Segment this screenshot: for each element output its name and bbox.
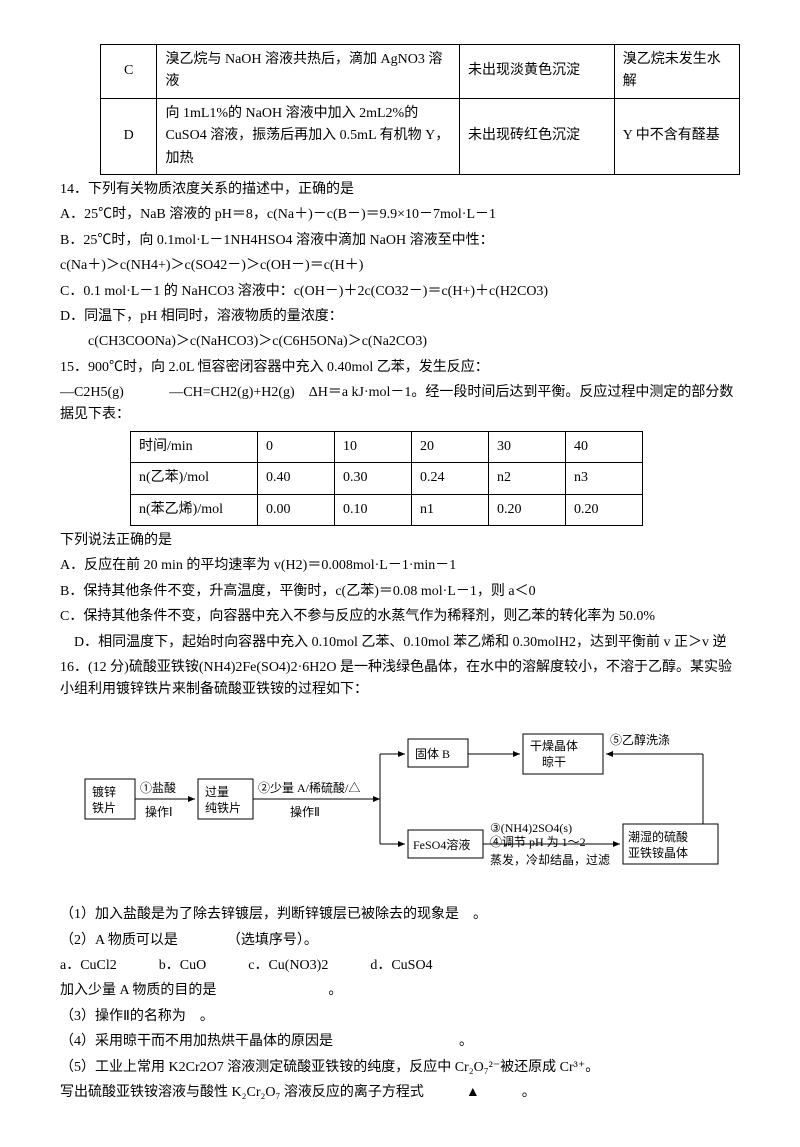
data-table: 时间/min 0 10 20 30 40 n(乙苯)/mol 0.40 0.30… — [130, 431, 643, 526]
box4: FeSO4溶液 — [413, 837, 470, 852]
opt-label: D — [101, 98, 157, 174]
cell: 0 — [258, 431, 335, 462]
q15-opt: D．相同温度下，起始时向容器中充入 0.10mol 乙苯、0.10mol 苯乙烯… — [60, 632, 740, 654]
q16-sub: （3）操作Ⅱ的名称为 。 — [60, 1006, 740, 1028]
q15-opt: A．反应在前 20 min 的平均速率为 v(H2)＝0.008mol·L－1·… — [60, 555, 740, 577]
cell: n(乙苯)/mol — [131, 463, 258, 494]
opt-label: C — [101, 45, 157, 99]
cell: 0.24 — [412, 463, 489, 494]
table-row: D 向 1mL1%的 NaOH 溶液中加入 2mL2%的 CuSO4 溶液，振荡… — [101, 98, 740, 174]
label-5: 蒸发，冷却结晶，过滤 — [490, 852, 610, 867]
cell: 0.10 — [335, 494, 412, 525]
opt-phenomenon: 未出现淡黄色沉淀 — [460, 45, 615, 99]
opt-operation: 向 1mL1%的 NaOH 溶液中加入 2mL2%的 CuSO4 溶液，振荡后再… — [157, 98, 460, 174]
cell: 0.20 — [566, 494, 643, 525]
q14-opt: C．0.1 mol·L－1 的 NaHCO3 溶液中：c(OH－)＋2c(CO3… — [60, 281, 740, 303]
box2-l1: 过量 — [205, 785, 229, 799]
box3: 固体 B — [415, 747, 450, 761]
table-row: C 溴乙烷与 NaOH 溶液共热后，滴加 AgNO3 溶液 未出现淡黄色沉淀 溴… — [101, 45, 740, 99]
label-2: ②少量 A/稀硫酸/△ — [258, 780, 360, 795]
q15-after: 下列说法正确的是 — [60, 530, 740, 552]
q15-opt: C．保持其他条件不变，向容器中充入不参与反应的水蒸气作为稀释剂，则乙苯的转化率为… — [60, 606, 740, 628]
q14-opt: c(Na＋)＞c(NH4+)＞c(SO42－)＞c(OH－)＝c(H＋) — [60, 255, 740, 277]
table-row: n(苯乙烯)/mol 0.00 0.10 n1 0.20 0.20 — [131, 494, 643, 525]
q15-stem: 15．900℃时，向 2.0L 恒容密闭容器中充入 0.40mol 乙苯，发生反… — [60, 357, 740, 379]
cell: 40 — [566, 431, 643, 462]
cell: 0.20 — [489, 494, 566, 525]
cell: 20 — [412, 431, 489, 462]
q16-sub: 写出硫酸亚铁铵溶液与酸性 K₂Cr₂O₇ 溶液反应的离子方程式 ▲ 。 — [60, 1082, 740, 1104]
q16-sub: （5）工业上常用 K2Cr2O7 溶液测定硫酸亚铁铵的纯度，反应中 Cr₂O₇²… — [60, 1057, 740, 1079]
q15-opt: B．保持其他条件不变，升高温度，平衡时，c(乙苯)＝0.08 mol·L－1，则… — [60, 581, 740, 603]
cell: 0.30 — [335, 463, 412, 494]
label-3: ③(NH4)2SO4(s) — [490, 821, 572, 835]
flow-diagram: 镀锌 铁片 ①盐酸 操作Ⅰ 过量 纯铁片 ②少量 A/稀硫酸/△ 操作Ⅱ 固体 … — [80, 714, 740, 892]
box5-l2: 晾干 — [542, 754, 566, 769]
box6-l1: 潮湿的硫酸 — [628, 829, 688, 844]
q16-sub: （1）加入盐酸是为了除去锌镀层，判断锌镀层已被除去的现象是 。 — [60, 904, 740, 926]
q16-sub: （2）A 物质可以是 （选填序号）。 — [60, 930, 740, 952]
q14-opt: A．25℃时，NaB 溶液的 pH＝8，c(Na＋)－c(B－)＝9.9×10－… — [60, 204, 740, 226]
box1-l1: 镀锌 — [92, 785, 116, 799]
label-1b: 操作Ⅰ — [145, 804, 173, 819]
opt-phenomenon: 未出现砖红色沉淀 — [460, 98, 615, 174]
diagram-svg: 镀锌 铁片 ①盐酸 操作Ⅰ 过量 纯铁片 ②少量 A/稀硫酸/△ 操作Ⅱ 固体 … — [80, 714, 720, 884]
cell: 0.00 — [258, 494, 335, 525]
box5-l1: 干燥晶体 — [530, 739, 578, 753]
cell: n(苯乙烯)/mol — [131, 494, 258, 525]
label-6: ⑤乙醇洗涤 — [610, 732, 670, 747]
options-table: C 溴乙烷与 NaOH 溶液共热后，滴加 AgNO3 溶液 未出现淡黄色沉淀 溴… — [100, 44, 740, 175]
q14-opt: D．同温下，pH 相同时，溶液物质的量浓度： — [60, 306, 740, 328]
cell: n1 — [412, 494, 489, 525]
table-row: n(乙苯)/mol 0.40 0.30 0.24 n2 n3 — [131, 463, 643, 494]
opt-conclusion: 溴乙烷未发生水解 — [614, 45, 739, 99]
cell: n3 — [566, 463, 643, 494]
cell: 0.40 — [258, 463, 335, 494]
q16-stem: 16．(12 分)硫酸亚铁铵(NH4)2Fe(SO4)2·6H2O 是一种浅绿色… — [60, 657, 740, 702]
box1-l2: 铁片 — [92, 801, 116, 815]
box2-l2: 纯铁片 — [205, 801, 241, 815]
table-row: 时间/min 0 10 20 30 40 — [131, 431, 643, 462]
label-2b: 操作Ⅱ — [290, 804, 320, 819]
cell: 30 — [489, 431, 566, 462]
opt-operation: 溴乙烷与 NaOH 溶液共热后，滴加 AgNO3 溶液 — [157, 45, 460, 99]
q16-sub: （4）采用晾干而不用加热烘干晶体的原因是 。 — [60, 1031, 740, 1053]
label-4: ④调节 pH 为 1～2 — [490, 835, 586, 849]
q16-sub: 加入少量 A 物质的目的是 。 — [60, 980, 740, 1002]
box6-l2: 亚铁铵晶体 — [628, 845, 688, 860]
q16-sub: a．CuCl2 b．CuO c．Cu(NO3)2 d．CuSO4 — [60, 955, 740, 977]
cell: 时间/min — [131, 431, 258, 462]
cell: 10 — [335, 431, 412, 462]
q14-stem: 14．下列有关物质浓度关系的描述中，正确的是 — [60, 179, 740, 201]
opt-conclusion: Y 中不含有醛基 — [614, 98, 739, 174]
q14-opt: B．25℃时，向 0.1mol·L－1NH4HSO4 溶液中滴加 NaOH 溶液… — [60, 230, 740, 252]
cell: n2 — [489, 463, 566, 494]
q15-eq: —C2H5(g) —CH=CH2(g)+H2(g) ΔH＝a kJ·mol－1。… — [60, 382, 740, 427]
label-1: ①盐酸 — [140, 780, 176, 795]
q14-opt: c(CH3COONa)＞c(NaHCO3)＞c(C6H5ONa)＞c(Na2CO… — [60, 331, 740, 353]
